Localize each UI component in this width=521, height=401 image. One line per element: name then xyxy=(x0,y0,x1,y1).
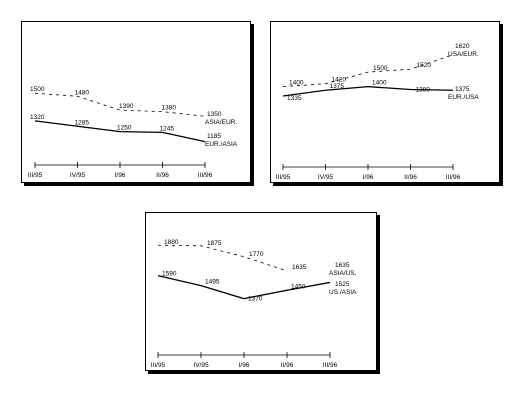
x-tick-label: III/96 xyxy=(446,174,461,181)
data-label: 1770 xyxy=(249,251,264,258)
series-line xyxy=(34,92,206,117)
x-tick-label: IV/95 xyxy=(70,172,86,179)
x-tick-label: III/95 xyxy=(151,362,166,369)
series-name-label: USA/EUR. xyxy=(448,51,479,58)
chart-svg: III/95 IV/95 I/96 II/96 III/96 1400 1420 1500 15… xyxy=(276,43,480,181)
x-tick-label: IV/95 xyxy=(193,362,209,369)
data-label: 1380 xyxy=(416,87,431,94)
end-value-label: 1635 xyxy=(335,262,350,269)
data-label: 1390 xyxy=(119,103,134,110)
data-label: 1380 xyxy=(162,105,177,112)
x-tick-label: I/96 xyxy=(115,172,126,179)
data-label: 1400 xyxy=(372,80,387,87)
chart-svg: III/95 IV/95 I/96 II/96 III/96 1500 1480 1390 13… xyxy=(28,86,238,179)
end-value-label: 1350 xyxy=(207,111,222,118)
end-value-label: 1375 xyxy=(455,86,470,93)
data-label: 1590 xyxy=(162,271,177,278)
chart-panel-usa-asia: III/95 IV/95 I/96 II/96 III/96 1880 1875 1770 16… xyxy=(145,212,377,371)
data-label: 1520 xyxy=(417,62,432,69)
x-tick-label: III/96 xyxy=(323,362,338,369)
series-line xyxy=(34,120,206,143)
data-label: 1320 xyxy=(30,114,45,121)
data-label: 1245 xyxy=(160,125,175,132)
x-tick-label: IV/95 xyxy=(318,174,334,181)
x-tick-label: II/96 xyxy=(404,174,417,181)
chart-svg: III/95 IV/95 I/96 II/96 III/96 1880 1875 1770 16… xyxy=(151,239,357,369)
series-line xyxy=(282,54,454,87)
series-name-label: EUR./USA xyxy=(448,94,479,101)
data-label: 1375 xyxy=(330,83,345,90)
series-line xyxy=(157,274,331,300)
series-name-label: EUR./ASIA xyxy=(205,141,238,148)
data-label: 1495 xyxy=(205,279,220,286)
data-label: 1250 xyxy=(117,125,132,132)
series-name-label: US./ASIA xyxy=(329,289,357,296)
data-label: 1420 xyxy=(332,77,347,84)
x-tick-label: I/96 xyxy=(239,362,250,369)
data-label: 1480 xyxy=(75,89,90,96)
end-value-label: 1620 xyxy=(455,43,470,50)
end-value-label: 1185 xyxy=(207,133,221,140)
chart-panel-usa-europe: III/95 IV/95 I/96 II/96 III/96 1400 1420 1500 15… xyxy=(270,21,500,183)
series-line xyxy=(282,85,454,97)
x-tick-label: III/95 xyxy=(28,172,43,179)
end-value-label: 1525 xyxy=(335,281,350,288)
data-label: 1285 xyxy=(75,119,90,126)
data-label: 1500 xyxy=(30,86,45,93)
series-line xyxy=(157,244,288,272)
data-label: 1635 xyxy=(292,264,307,271)
series-name-label: ASIA/EUR. xyxy=(205,119,237,126)
x-tick-label: II/96 xyxy=(281,362,294,369)
x-tick-label: III/95 xyxy=(276,174,291,181)
data-label: 1400 xyxy=(289,80,304,87)
x-tick-label: II/96 xyxy=(156,172,169,179)
data-label: 1875 xyxy=(207,240,222,247)
x-tick-label: I/96 xyxy=(363,174,374,181)
data-label: 1370 xyxy=(248,296,263,303)
data-label: 1880 xyxy=(164,239,179,246)
data-label: 1500 xyxy=(373,65,388,72)
data-label: 1335 xyxy=(287,95,302,102)
data-label: 1450 xyxy=(291,283,306,290)
chart-panel-europe-asia: III/95 IV/95 I/96 II/96 III/96 1500 1480 1390 13… xyxy=(21,21,251,183)
x-tick-label: III/96 xyxy=(198,172,213,179)
series-name-label: ASIA/US. xyxy=(329,270,357,277)
